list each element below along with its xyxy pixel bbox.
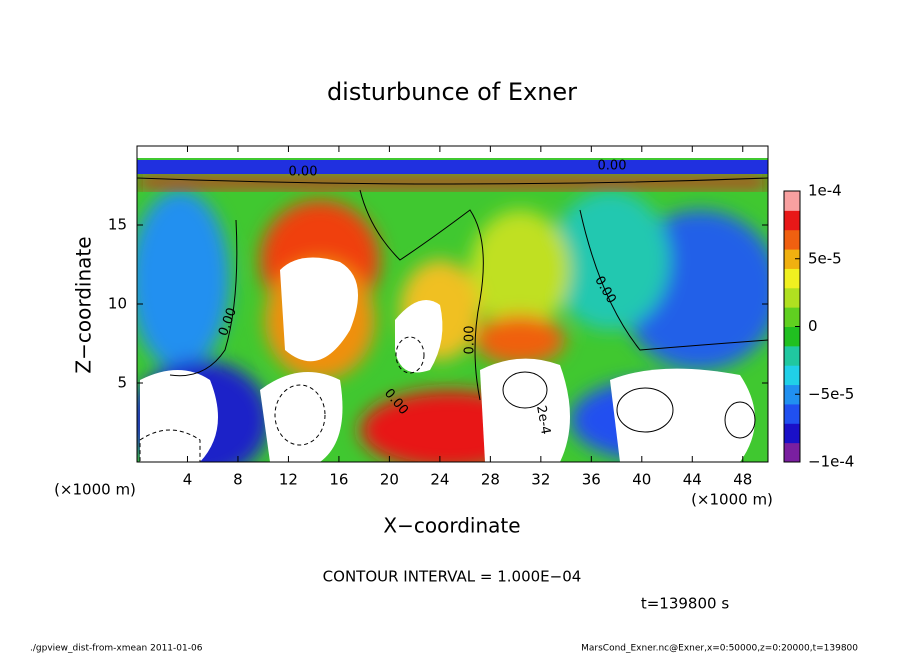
x-axis-label: X−coordinate: [383, 514, 520, 538]
x-tick-label: 28: [481, 471, 500, 489]
colorbar-segment: [784, 268, 800, 289]
x-tick-label: 40: [632, 471, 651, 489]
footer-left: ./gpview_dist-from-xmean 2011-01-06: [30, 644, 203, 654]
colorbar-segment: [784, 229, 800, 250]
y-tick-label: 5: [117, 374, 127, 392]
y-unit: (×1000 m): [54, 481, 136, 499]
x-tick-label: 36: [582, 471, 601, 489]
x-tick-label: 8: [233, 471, 243, 489]
colorbar-tick-label: 0: [808, 317, 818, 335]
contour-label: 0.00: [598, 159, 627, 174]
contour-label: 0.00: [463, 326, 478, 355]
y-tick-label: 10: [108, 295, 127, 313]
colorbar-tick-label: 5e-5: [808, 249, 842, 267]
contour-interval: CONTOUR INTERVAL = 1.000E−04: [323, 568, 582, 586]
colorbar-tick-label: −1e-4: [808, 453, 854, 471]
x-tick-label: 4: [183, 471, 193, 489]
colorbar-segment: [784, 345, 800, 366]
colorbar-segment: [784, 365, 800, 386]
colorbar-segment: [784, 191, 800, 211]
colorbar-segment: [784, 326, 800, 347]
field: [137, 146, 768, 462]
x-tick-label: 12: [279, 471, 298, 489]
x-tick-label: 48: [733, 471, 752, 489]
colorbar-tick-label: −5e-5: [808, 385, 854, 403]
colorbar-segment: [784, 423, 800, 444]
colorbar-tick-label: 1e-4: [808, 182, 842, 200]
x-tick-label: 44: [683, 471, 702, 489]
y-axis-label: Z−coordinate: [72, 236, 96, 373]
y-tick-label: 15: [108, 216, 127, 234]
contour-label: 0.00: [289, 165, 318, 180]
colorbar-segment: [784, 403, 800, 424]
x-tick-label: 24: [430, 471, 449, 489]
chart-title: disturbunce of Exner: [327, 78, 577, 106]
x-tick-label: 32: [531, 471, 550, 489]
contour-label: 2e-4: [533, 404, 553, 435]
footer-right: MarsCond_Exner.nc@Exner,x=0:50000,z=0:20…: [581, 644, 858, 654]
x-unit: (×1000 m): [691, 491, 773, 509]
colorbar-segment: [784, 249, 800, 269]
x-tick-label: 20: [380, 471, 399, 489]
colorbar-segment: [784, 384, 800, 405]
time-label: t=139800 s: [641, 595, 729, 613]
colorbar-segment: [784, 442, 800, 463]
x-tick-label: 16: [329, 471, 348, 489]
colorbar-segment: [784, 287, 800, 308]
colorbar-segment: [784, 307, 800, 327]
colorbar-segment: [784, 210, 800, 231]
